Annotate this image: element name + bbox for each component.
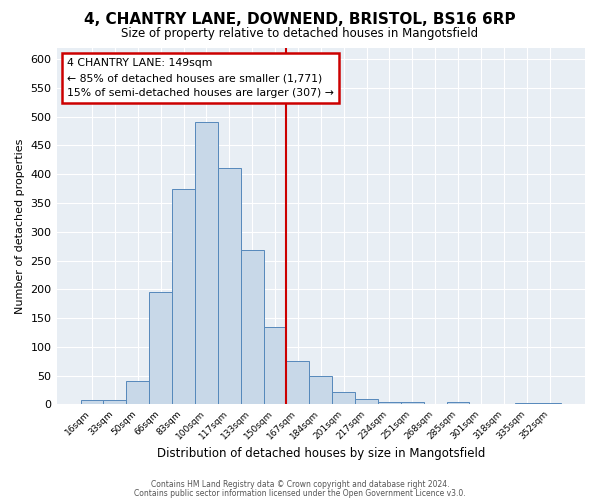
Bar [127,382,149,404]
Bar [218,168,241,404]
Y-axis label: Number of detached properties: Number of detached properties [15,138,25,314]
Bar [195,122,218,404]
Text: Contains HM Land Registry data © Crown copyright and database right 2024.: Contains HM Land Registry data © Crown c… [151,480,449,489]
Bar [538,403,561,404]
Text: Contains public sector information licensed under the Open Government Licence v3: Contains public sector information licen… [134,488,466,498]
Bar [241,250,263,404]
Bar [446,402,469,404]
Bar [103,400,127,404]
X-axis label: Distribution of detached houses by size in Mangotsfield: Distribution of detached houses by size … [157,447,485,460]
Bar [286,362,310,405]
Bar [355,398,378,404]
Bar [515,403,538,404]
Text: 4, CHANTRY LANE, DOWNEND, BRISTOL, BS16 6RP: 4, CHANTRY LANE, DOWNEND, BRISTOL, BS16 … [84,12,516,28]
Bar [263,327,286,404]
Bar [310,376,332,404]
Bar [401,402,424,404]
Bar [149,292,172,405]
Bar [378,402,401,404]
Bar [332,392,355,404]
Text: 4 CHANTRY LANE: 149sqm
← 85% of detached houses are smaller (1,771)
15% of semi-: 4 CHANTRY LANE: 149sqm ← 85% of detached… [67,58,334,98]
Text: Size of property relative to detached houses in Mangotsfield: Size of property relative to detached ho… [121,28,479,40]
Bar [172,188,195,404]
Bar [80,400,103,404]
